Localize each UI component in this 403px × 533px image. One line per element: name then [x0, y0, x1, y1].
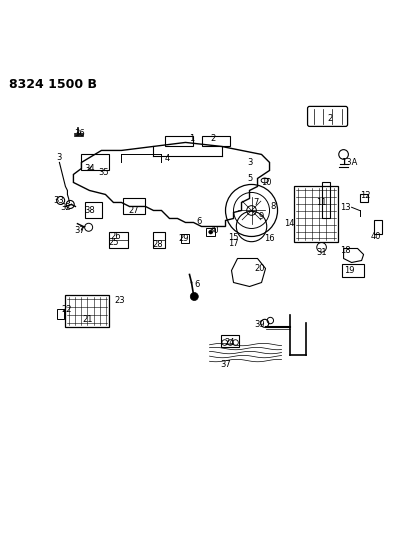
Text: 13A: 13A: [341, 158, 358, 167]
Text: 9: 9: [259, 212, 264, 221]
Text: 8: 8: [271, 202, 276, 211]
Text: 34: 34: [84, 164, 95, 173]
Text: 17: 17: [228, 239, 239, 248]
Bar: [202, 136, 230, 147]
Text: 23: 23: [114, 296, 125, 305]
Text: 6: 6: [195, 280, 200, 289]
Text: 16: 16: [264, 234, 275, 243]
Text: 28: 28: [152, 240, 163, 249]
Text: 19: 19: [344, 266, 355, 275]
Circle shape: [209, 230, 213, 234]
Text: 30: 30: [208, 226, 219, 235]
Text: 18: 18: [340, 246, 351, 255]
Bar: [154, 232, 166, 248]
Text: 39: 39: [254, 320, 265, 329]
Text: 25: 25: [108, 238, 119, 247]
Text: 1: 1: [189, 134, 194, 143]
Text: 26: 26: [110, 232, 121, 241]
Text: 8324 1500 B: 8324 1500 B: [9, 78, 98, 91]
Text: 12: 12: [360, 191, 371, 200]
Text: 3: 3: [247, 158, 252, 167]
Text: 36: 36: [74, 129, 85, 138]
Text: 21: 21: [82, 315, 93, 324]
Text: 24: 24: [224, 338, 235, 347]
Text: 2: 2: [211, 134, 216, 143]
Text: 15: 15: [228, 233, 239, 242]
Text: 7: 7: [253, 198, 258, 207]
Text: 37: 37: [220, 360, 231, 369]
Text: 10: 10: [261, 178, 272, 187]
Bar: [359, 193, 368, 203]
Bar: [206, 228, 215, 237]
Text: 35: 35: [98, 168, 109, 177]
Bar: [181, 235, 189, 243]
Bar: [221, 335, 239, 346]
Circle shape: [190, 293, 198, 301]
Text: 29: 29: [178, 234, 189, 243]
Bar: [85, 203, 102, 217]
Text: 20: 20: [254, 264, 265, 273]
Text: 4: 4: [165, 154, 170, 163]
Text: 13: 13: [340, 203, 351, 212]
Text: 14: 14: [284, 219, 295, 228]
Bar: [166, 136, 193, 147]
Text: 2: 2: [327, 114, 332, 123]
Text: 32: 32: [60, 203, 71, 212]
Text: 6: 6: [197, 217, 202, 226]
Bar: [56, 309, 64, 319]
Text: 37: 37: [74, 226, 85, 235]
Bar: [374, 221, 382, 235]
Text: 27: 27: [128, 206, 139, 215]
Bar: [65, 295, 110, 327]
Bar: [123, 198, 145, 214]
Text: 3: 3: [57, 153, 62, 161]
Bar: [322, 182, 330, 219]
Bar: [109, 232, 128, 248]
Bar: [81, 155, 110, 171]
Bar: [293, 187, 338, 243]
Text: 5: 5: [247, 174, 252, 183]
Text: 33: 33: [53, 196, 64, 205]
Text: 22: 22: [61, 305, 71, 314]
Text: 40: 40: [370, 232, 381, 241]
Bar: [342, 264, 364, 277]
Text: 38: 38: [84, 206, 95, 215]
Text: 11: 11: [316, 198, 327, 207]
Text: 31: 31: [316, 248, 327, 257]
